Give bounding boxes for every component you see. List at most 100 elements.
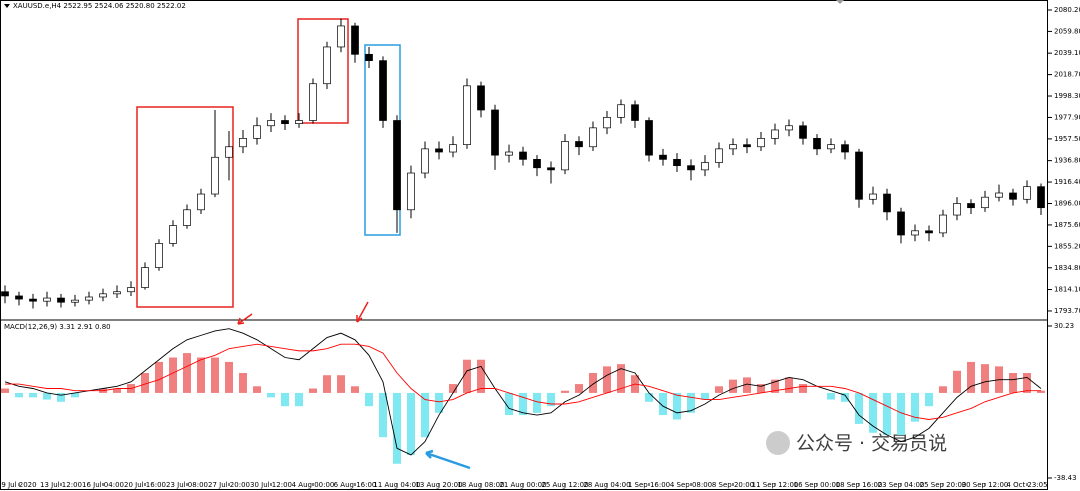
candle-body	[253, 125, 261, 139]
candle-body	[967, 203, 975, 209]
histogram-bar	[897, 392, 905, 435]
y-tick-label: 1875.60	[1054, 221, 1080, 229]
histogram-bar	[967, 361, 975, 393]
histogram-bar	[281, 392, 289, 407]
highlight-box	[297, 18, 349, 124]
candle-body	[897, 211, 905, 236]
candle-body	[183, 209, 191, 226]
x-tick-label: 23 Jul 08:00	[166, 481, 208, 489]
candle-body	[743, 144, 751, 148]
arrow	[356, 301, 369, 323]
histogram-bar	[575, 384, 583, 393]
x-tick-label: 13 Aug 20:00	[415, 481, 462, 489]
candle-body	[71, 299, 79, 303]
y-tick-label: 1896.00	[1054, 199, 1080, 207]
watermark: 公众号 · 交易员说	[766, 431, 947, 455]
candle-body	[141, 267, 149, 288]
histogram-bar	[449, 384, 457, 393]
candle-body	[225, 146, 233, 158]
histogram-bar	[183, 353, 191, 393]
y-tick-label: -38.43	[1054, 474, 1077, 482]
x-tick-label: 6 Aug 16:00	[334, 481, 377, 489]
candle-body	[211, 156, 219, 195]
candle-body	[841, 144, 849, 153]
candle-body	[351, 25, 359, 55]
histogram-bar	[855, 392, 863, 424]
y-tick-label: 1834.80	[1054, 264, 1080, 272]
histogram-bar	[15, 392, 23, 398]
x-tick-label: 28 Aug 04:00	[583, 481, 630, 489]
histogram-bar	[407, 392, 415, 455]
candle-body	[855, 151, 863, 200]
symbol-icon	[4, 4, 10, 8]
x-tick-label: 4 Oct 23:05	[1006, 481, 1047, 489]
histogram-bar	[29, 392, 37, 398]
highlight-box	[136, 106, 234, 308]
candle-body	[519, 151, 527, 160]
candle-body	[659, 154, 667, 160]
x-tick-label: 30 Sep 12:00	[962, 481, 1009, 489]
y-tick-label: 1957.50	[1054, 135, 1080, 143]
y-tick-label: 30.23	[1054, 322, 1074, 330]
candle-body	[827, 144, 835, 150]
candle-body	[757, 138, 765, 148]
candle-body	[869, 193, 877, 200]
candle-body	[281, 120, 289, 124]
histogram-bar	[211, 357, 219, 393]
x-tick-label: 30 Jul 12:00	[250, 481, 292, 489]
x-tick-label: 18 Aug 08:00	[457, 481, 504, 489]
histogram-bar	[617, 364, 625, 393]
histogram-bar	[883, 392, 891, 435]
candle-body	[1, 291, 9, 297]
candle-body	[813, 138, 821, 150]
candle-body	[99, 293, 107, 298]
candle-body	[309, 83, 317, 121]
histogram-bar	[981, 364, 989, 393]
histogram-bar	[43, 392, 51, 400]
x-tick-label: 16 Sep 00:00	[794, 481, 841, 489]
candle-body	[449, 144, 457, 153]
histogram-bar	[253, 386, 261, 393]
x-tick-label: 21 Aug 00:00	[499, 481, 546, 489]
candle-body	[239, 138, 247, 148]
candle-body	[939, 214, 947, 234]
histogram-bar	[785, 377, 793, 393]
candle-body	[953, 203, 961, 216]
histogram-bar	[323, 375, 331, 393]
candle-body	[127, 287, 135, 293]
x-tick-label: 4 Sep 08:00	[670, 481, 712, 489]
candle-body	[463, 85, 471, 146]
candle-body	[1037, 186, 1045, 209]
x-tick-label: 25 Aug 12:00	[541, 481, 588, 489]
x-tick-label: 11 Aug 04:00	[373, 481, 420, 489]
histogram-bar	[561, 390, 569, 393]
y-tick-label: 2080.20	[1054, 6, 1080, 14]
arrow	[425, 449, 471, 470]
macd-line	[4, 328, 1042, 456]
candle-body	[617, 104, 625, 118]
candle-body	[477, 85, 485, 111]
histogram-bar	[939, 386, 947, 393]
histogram-bar	[799, 384, 807, 393]
histogram-bar	[673, 392, 681, 420]
candle-body	[785, 125, 793, 131]
candle-body	[911, 230, 919, 236]
candle-body	[631, 104, 639, 121]
x-tick-label: 1 Sep 16:00	[628, 481, 670, 489]
x-tick-label: 4 Aug 00:00	[292, 481, 335, 489]
candle-body	[337, 25, 345, 48]
x-tick-label: 13 Jul 12:00	[40, 481, 82, 489]
histogram-bar	[547, 392, 555, 407]
histogram-bar	[533, 392, 541, 413]
histogram-bar	[463, 359, 471, 393]
x-tick-label: 27 Jul 20:00	[208, 481, 250, 489]
x-tick-label: 20 Jul 16:00	[124, 481, 166, 489]
candle-body	[701, 162, 709, 171]
candle-body	[43, 297, 51, 302]
y-tick-label: 1814.10	[1054, 286, 1080, 294]
histogram-bar	[925, 392, 933, 407]
histogram-bar	[239, 373, 247, 393]
candle-body	[981, 196, 989, 209]
candle-body	[995, 192, 1003, 198]
candle-body	[365, 53, 373, 61]
